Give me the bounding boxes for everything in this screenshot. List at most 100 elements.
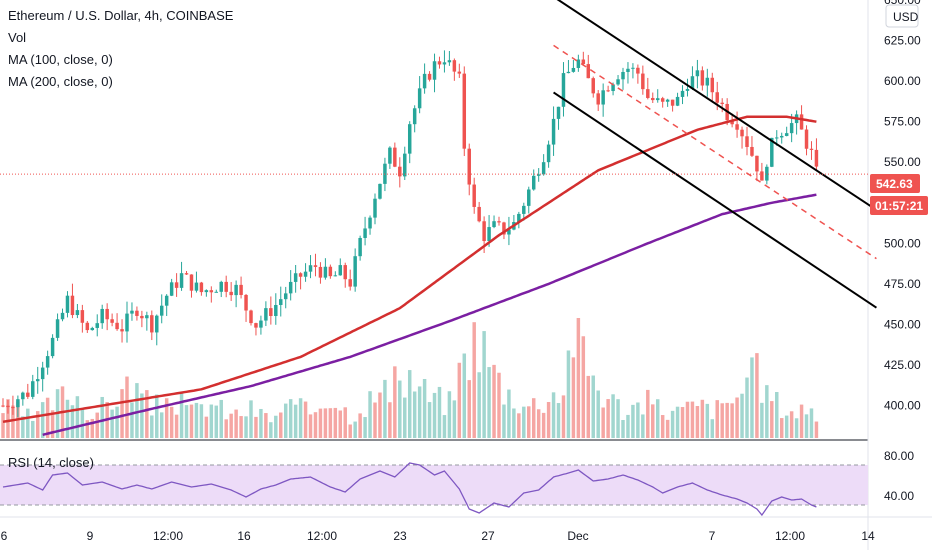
candle-body <box>6 405 10 408</box>
candle-body <box>755 155 759 172</box>
volume-bar <box>422 378 427 438</box>
rsi-legend: RSI (14, close) <box>8 455 94 470</box>
volume-bar <box>442 415 447 438</box>
candle-body <box>145 315 149 319</box>
candle-body <box>462 73 467 149</box>
candle-body <box>45 356 50 368</box>
candle-body <box>398 166 402 177</box>
candle-body <box>720 102 724 104</box>
candle-body <box>467 148 471 185</box>
volume-bar <box>690 401 695 438</box>
currency-button[interactable] <box>885 4 919 28</box>
candle-body <box>110 319 114 323</box>
volume-bar <box>487 367 491 438</box>
volume-bar <box>571 357 576 438</box>
candle-body <box>591 78 595 94</box>
chart-title: Ethereum / U.S. Dollar, 4h, COINBASE <box>8 8 234 23</box>
volume-bar <box>174 414 179 438</box>
candle-body <box>531 175 536 190</box>
candle-body <box>616 79 620 85</box>
candle-body <box>497 221 501 223</box>
volume-bar <box>770 401 774 438</box>
candle-body <box>680 90 685 97</box>
volume-bar <box>164 398 169 438</box>
candle-body <box>551 118 556 145</box>
volume-bar <box>6 399 10 438</box>
candle-body <box>343 265 347 280</box>
candle-body <box>457 71 462 74</box>
volume-bar <box>189 404 194 438</box>
candle-body <box>561 73 566 107</box>
candle-body <box>50 337 55 357</box>
volume-bar <box>333 407 338 438</box>
candle-body <box>283 293 288 300</box>
volume-bar <box>135 383 139 438</box>
candle-body <box>730 120 734 125</box>
volume-bar <box>159 412 164 438</box>
volume-bar <box>75 396 80 438</box>
volume-bar <box>784 415 789 438</box>
volume-bar <box>115 406 119 438</box>
candle-body <box>199 282 204 293</box>
price-tick-label: 450.00 <box>884 317 921 331</box>
volume-bar <box>720 403 724 438</box>
candle-body <box>70 295 75 316</box>
volume-bar <box>388 402 392 438</box>
candle-body <box>740 129 744 137</box>
candle-body <box>174 282 179 288</box>
candle-body <box>1 405 5 407</box>
candle-body <box>348 279 352 287</box>
candle-body <box>194 282 199 291</box>
volume-bar <box>293 404 298 438</box>
candle-body <box>536 174 541 176</box>
volume-bar <box>482 331 486 438</box>
channel-lower-line[interactable] <box>553 91 877 309</box>
volume-bar <box>705 403 710 438</box>
volume-bar <box>378 392 382 438</box>
ma100-legend: MA (100, close, 0) <box>8 52 113 67</box>
volume-bar <box>616 399 620 438</box>
volume-bar <box>462 353 467 438</box>
candle-body <box>368 217 372 229</box>
candle-body <box>487 227 491 242</box>
candle-body <box>779 135 784 138</box>
candle-body <box>115 322 119 330</box>
candle-body <box>621 71 625 80</box>
volume-bar <box>725 402 729 438</box>
candle-body <box>581 59 586 65</box>
candle-body <box>527 189 531 206</box>
candle-body <box>412 108 417 125</box>
candle-body <box>814 149 819 167</box>
volume-bar <box>249 400 253 438</box>
volume-bar <box>125 376 129 438</box>
candle-body <box>388 147 392 164</box>
candle-body <box>219 281 223 292</box>
candle-body <box>646 89 650 98</box>
volume-bar <box>184 405 189 438</box>
candle-body <box>784 133 789 136</box>
volume-bar <box>502 404 506 438</box>
channel-mid-line[interactable] <box>553 44 877 260</box>
countdown-badge <box>870 196 928 215</box>
volume-bar <box>497 372 501 438</box>
channel-upper-line[interactable] <box>554 0 877 211</box>
candle-body <box>318 266 323 278</box>
candle-body <box>303 271 308 277</box>
candle-body <box>403 153 407 177</box>
candle-body <box>606 90 610 92</box>
price-tick-label: 600.00 <box>884 74 921 88</box>
candle-body <box>804 129 809 149</box>
candle-body <box>140 315 144 319</box>
volume-bar <box>338 410 343 438</box>
candle-body <box>274 304 278 317</box>
candle-body <box>556 106 561 119</box>
volume-bar <box>229 413 233 438</box>
candle-body <box>685 88 690 91</box>
ma200-line <box>42 193 817 437</box>
time-tick-label: 12:00 <box>153 529 183 543</box>
volume-bar <box>814 421 819 438</box>
candle-body <box>259 320 263 328</box>
candle-body <box>125 313 129 332</box>
candle-body <box>641 73 645 90</box>
